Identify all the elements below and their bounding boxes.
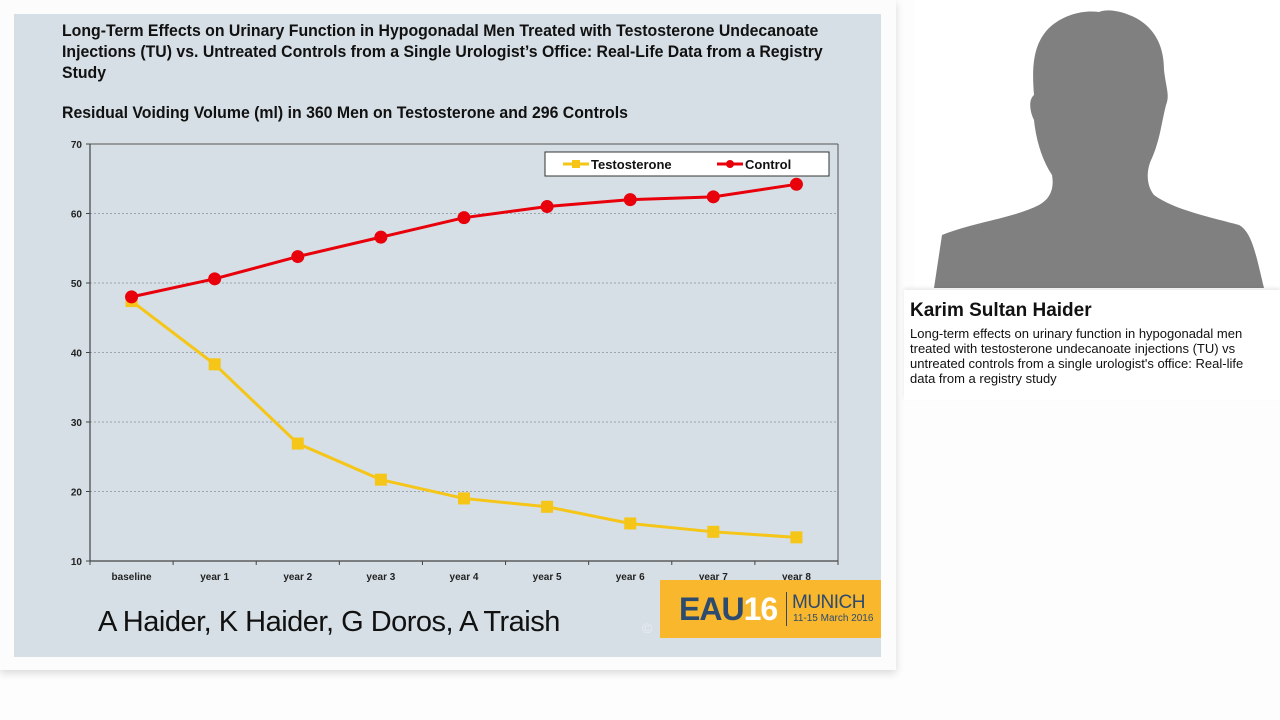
legend-marker bbox=[572, 160, 580, 168]
legend-box bbox=[544, 151, 830, 177]
talk-title: Long-term effects on urinary function in… bbox=[910, 326, 1244, 386]
logo-dates: 11-15 March 2016 bbox=[793, 613, 874, 624]
speaker-panel: Karim Sultan Haider Long-term effects on… bbox=[904, 0, 1280, 720]
data-point-testosterone bbox=[541, 500, 554, 513]
y-tick-label: 30 bbox=[71, 418, 83, 429]
data-point-testosterone bbox=[707, 525, 720, 538]
x-tick-label: year 2 bbox=[283, 572, 312, 583]
y-tick-label: 40 bbox=[71, 349, 83, 360]
data-point-control bbox=[291, 250, 305, 264]
x-tick-label: year 3 bbox=[366, 572, 395, 583]
speaker-info: Karim Sultan Haider Long-term effects on… bbox=[904, 290, 1280, 400]
slide-frame: Long-Term Effects on Urinary Function in… bbox=[14, 14, 881, 657]
legend-marker bbox=[726, 160, 734, 168]
copyright-symbol: © bbox=[642, 620, 653, 636]
presentation-slide: Long-Term Effects on Urinary Function in… bbox=[14, 14, 881, 657]
person-silhouette-icon bbox=[934, 10, 1264, 288]
data-point-control bbox=[125, 290, 139, 304]
logo-city: MUNICH bbox=[792, 592, 866, 613]
x-tick-label: year 8 bbox=[782, 572, 811, 583]
legend-label: Control bbox=[745, 157, 791, 172]
speaker-name: Karim Sultan Haider bbox=[910, 300, 1092, 321]
data-point-control bbox=[789, 177, 803, 191]
logo-divider bbox=[786, 592, 787, 626]
logo-eau: EAU bbox=[679, 591, 745, 627]
x-tick-label: year 5 bbox=[533, 572, 562, 583]
data-point-control bbox=[623, 193, 637, 207]
x-tick-label: year 6 bbox=[616, 572, 645, 583]
data-point-testosterone bbox=[790, 531, 803, 544]
data-point-control bbox=[457, 211, 471, 225]
series-line-control bbox=[131, 182, 797, 299]
y-tick-label: 20 bbox=[71, 488, 83, 499]
chart-title: Residual Voiding Volume (ml) in 360 Men … bbox=[62, 104, 628, 122]
authors: A Haider, K Haider, G Doros, A Traish bbox=[98, 606, 560, 638]
data-point-control bbox=[540, 200, 554, 214]
x-tick-label: baseline bbox=[112, 572, 152, 583]
eau16-logo: EAU16 MUNICH 11-15 March 2016 bbox=[660, 580, 881, 638]
y-tick-label: 60 bbox=[71, 210, 83, 221]
x-tick-label: year 4 bbox=[450, 572, 479, 583]
data-point-testosterone bbox=[208, 358, 221, 371]
data-point-control bbox=[706, 190, 720, 204]
eau-wordmark: EAU16 bbox=[679, 591, 779, 628]
x-tick-label: year 7 bbox=[699, 572, 728, 583]
data-point-testosterone bbox=[291, 437, 304, 450]
data-point-testosterone bbox=[624, 517, 637, 530]
data-point-testosterone bbox=[374, 473, 387, 486]
data-point-control bbox=[374, 230, 388, 244]
y-tick-label: 10 bbox=[71, 557, 83, 568]
legend-label: Testosterone bbox=[591, 157, 672, 172]
data-point-control bbox=[208, 272, 222, 286]
speaker-photo bbox=[914, 0, 1280, 288]
data-point-testosterone bbox=[458, 492, 470, 505]
x-tick-label: year 1 bbox=[200, 572, 229, 583]
logo-year: 16 bbox=[743, 591, 779, 627]
y-tick-label: 70 bbox=[71, 140, 83, 151]
slide-title: Long-Term Effects on Urinary Function in… bbox=[62, 22, 823, 82]
line-chart: 10 20 30 40 50 60 70 baseline year 1 year 2 year 3… bbox=[71, 140, 839, 583]
y-tick-label: 50 bbox=[71, 279, 83, 290]
